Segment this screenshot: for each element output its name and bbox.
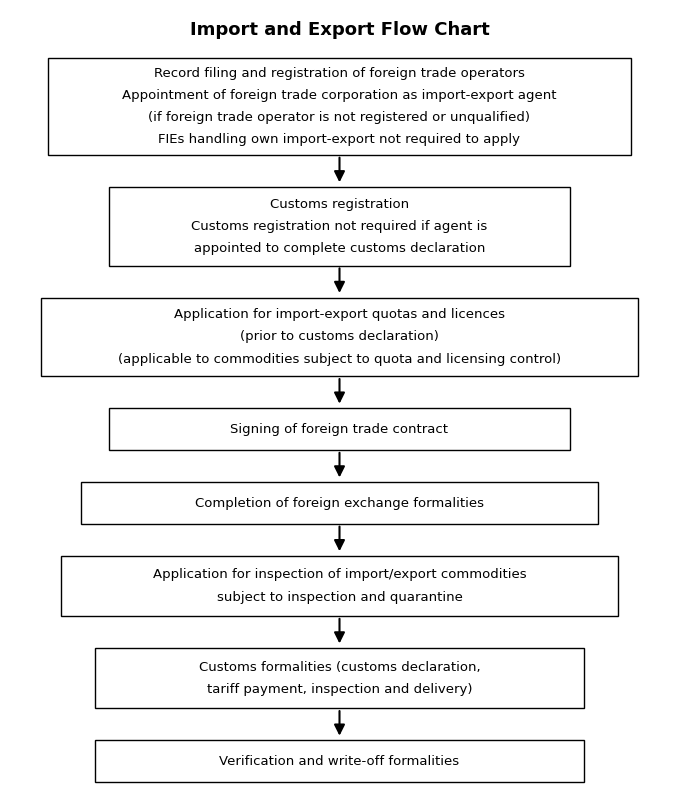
Text: Verification and write-off formalities: Verification and write-off formalities: [219, 754, 460, 768]
Bar: [41, 298, 638, 376]
Text: Application for import-export quotas and licences: Application for import-export quotas and…: [174, 308, 505, 322]
Bar: [95, 648, 584, 708]
Text: appointed to complete customs declaration: appointed to complete customs declaratio…: [194, 242, 485, 255]
Text: Signing of foreign trade contract: Signing of foreign trade contract: [230, 422, 449, 436]
Bar: [109, 187, 570, 266]
Text: Record filing and registration of foreign trade operators: Record filing and registration of foreig…: [154, 66, 525, 79]
Bar: [95, 741, 584, 782]
Bar: [109, 409, 570, 450]
Text: Completion of foreign exchange formalities: Completion of foreign exchange formaliti…: [195, 497, 484, 510]
Text: Customs registration: Customs registration: [270, 198, 409, 210]
Text: Application for inspection of import/export commodities: Application for inspection of import/exp…: [153, 569, 526, 582]
Text: (if foreign trade operator is not registered or unqualified): (if foreign trade operator is not regist…: [149, 111, 530, 124]
Text: subject to inspection and quarantine: subject to inspection and quarantine: [217, 590, 462, 604]
Text: Import and Export Flow Chart: Import and Export Flow Chart: [189, 21, 490, 39]
Text: (prior to customs declaration): (prior to customs declaration): [240, 330, 439, 343]
Bar: [81, 482, 598, 524]
Text: (applicable to commodities subject to quota and licensing control): (applicable to commodities subject to qu…: [118, 353, 561, 366]
Text: Customs formalities (customs declaration,: Customs formalities (customs declaration…: [199, 661, 480, 674]
Text: Customs registration not required if agent is: Customs registration not required if age…: [191, 220, 488, 233]
Bar: [48, 58, 631, 155]
Text: FIEs handling own import-export not required to apply: FIEs handling own import-export not requ…: [158, 134, 521, 146]
Bar: [61, 556, 618, 616]
Text: Appointment of foreign trade corporation as import-export agent: Appointment of foreign trade corporation…: [122, 89, 557, 102]
Text: tariff payment, inspection and delivery): tariff payment, inspection and delivery): [206, 683, 473, 696]
